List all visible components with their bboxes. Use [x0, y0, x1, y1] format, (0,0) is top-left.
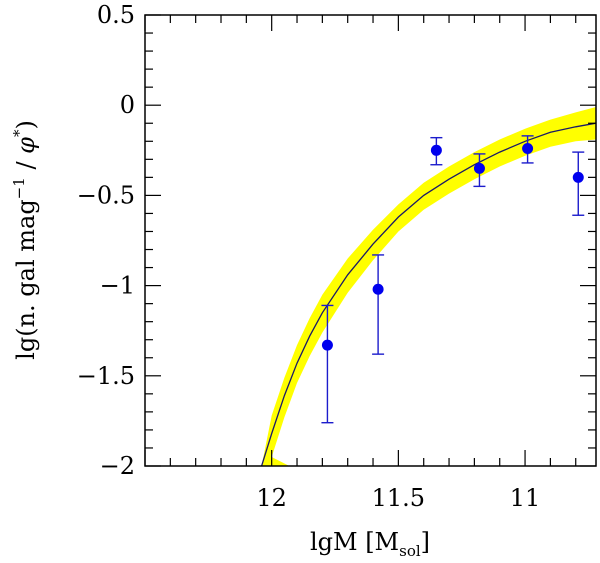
error-bar-6 — [572, 151, 585, 216]
data-points — [321, 142, 584, 351]
y-tick-label: 0 — [120, 91, 135, 119]
x-tick-label: 11.5 — [372, 484, 425, 512]
axis-ticks — [144, 14, 596, 467]
y-axis-title-exponent: −1 — [10, 177, 28, 199]
y-tick-label: −1 — [100, 272, 135, 300]
y-axis-title: lg(n. gal mag−1 / φ*) — [10, 120, 40, 360]
y-tick-label: −2 — [100, 452, 135, 480]
y-axis-title-close: ) — [12, 120, 40, 129]
y-tick-label: −0.5 — [77, 181, 135, 209]
x-axis-title-subscript: sol — [399, 542, 421, 560]
error-bar-1 — [321, 304, 334, 424]
data-point-6 — [572, 171, 584, 183]
confidence-band-area — [261, 107, 596, 466]
x-axis-title: lgM [Msol] — [310, 528, 430, 560]
x-tick-label: 11 — [510, 484, 541, 512]
data-point-5 — [522, 142, 534, 154]
y-axis-title-star: * — [10, 129, 28, 137]
data-point-4 — [473, 162, 485, 174]
model-curve-line — [260, 122, 596, 466]
plot-frame — [144, 14, 597, 467]
x-axis-title-close: ] — [421, 528, 430, 556]
y-axis-title-phi: φ — [12, 137, 40, 154]
x-axis-title-main: lgM [M — [310, 528, 399, 556]
data-point-1 — [321, 339, 333, 351]
y-tick-label: 0.5 — [97, 1, 135, 29]
model-curve — [260, 122, 596, 466]
data-point-2 — [372, 283, 384, 295]
y-axis-title-prefix: lg(n. gal mag — [12, 199, 40, 360]
y-tick-label: −1.5 — [77, 362, 135, 390]
tick-labels: 12 11.5 11 0.5 0 −0.5 −1 −1.5 −2 — [77, 1, 541, 512]
x-tick-label: 12 — [256, 484, 287, 512]
confidence-band — [261, 107, 596, 466]
data-point-3 — [430, 144, 442, 156]
error-bar-2 — [372, 254, 385, 355]
y-axis-title-middle: / — [12, 154, 40, 177]
